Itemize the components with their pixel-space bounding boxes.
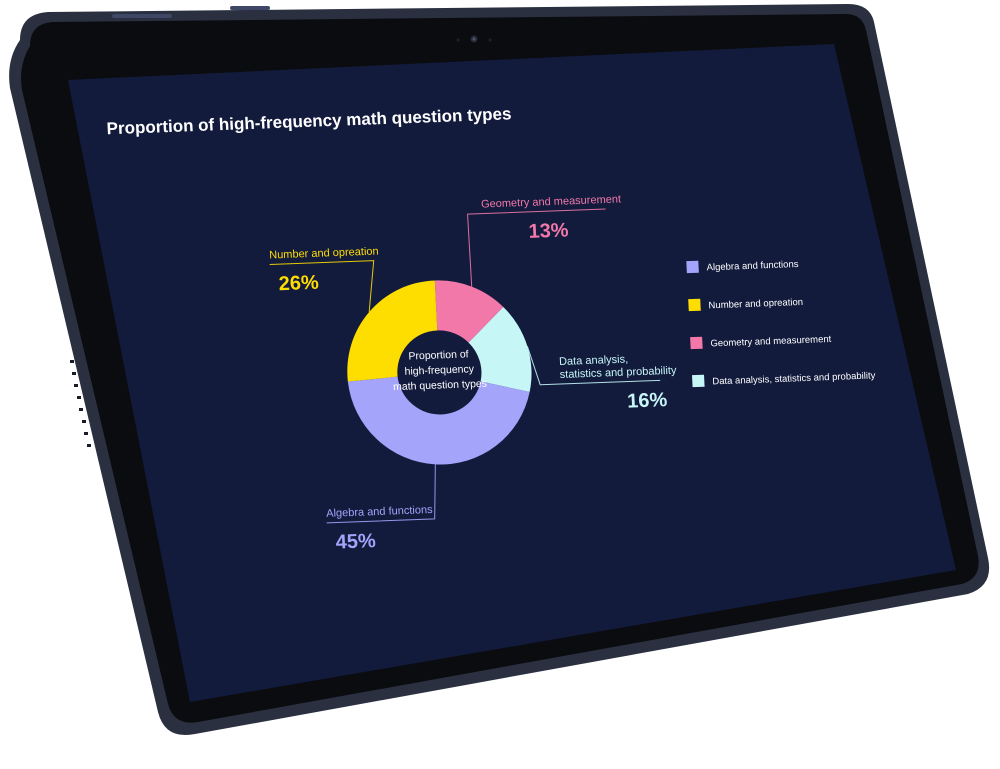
center-label-line: high-frequency bbox=[404, 363, 475, 378]
leader-line bbox=[526, 346, 661, 386]
slice-percent: 45% bbox=[335, 530, 376, 553]
volume-button bbox=[230, 6, 270, 10]
slice-name: Algebra and functions bbox=[326, 504, 433, 520]
camera-icon bbox=[456, 35, 492, 43]
legend-swatch bbox=[688, 298, 701, 312]
slice-label-geometry-and-measurement: Geometry and measurement 13% bbox=[467, 193, 621, 287]
leader-line bbox=[326, 464, 436, 524]
legend-swatch bbox=[690, 336, 703, 350]
slice-percent: 13% bbox=[528, 219, 569, 242]
slice-name: statistics and probability bbox=[559, 365, 677, 381]
legend-item-geometry-and-measurement: Geometry and measurement bbox=[690, 334, 832, 350]
legend-label: Algebra and functions bbox=[706, 259, 799, 273]
slice-percent: 16% bbox=[627, 389, 668, 412]
center-label-line: math question types bbox=[393, 378, 487, 393]
donut-slice-number-and-opreation bbox=[347, 280, 438, 382]
slice-labels: Geometry and measurement 13% Data analysis… bbox=[269, 193, 677, 554]
legend-label: Geometry and measurement bbox=[710, 334, 832, 349]
slice-name: Number and opreation bbox=[269, 245, 379, 261]
slice-name: Data analysis, bbox=[559, 353, 629, 368]
slice-label-algebra-and-functions: Algebra and functions 45% bbox=[326, 464, 436, 554]
slice-label-data-analysis-statistics-and-probability: Data analysis,statistics and probability… bbox=[526, 346, 677, 413]
donut-chart bbox=[347, 280, 532, 465]
center-label-line: Proportion of bbox=[408, 348, 469, 362]
donut-slice-data-analysis-statistics-and-probability bbox=[468, 307, 532, 393]
leader-line bbox=[269, 260, 375, 313]
power-button bbox=[112, 14, 172, 18]
legend-label: Number and opreation bbox=[708, 297, 803, 311]
leader-line bbox=[467, 208, 606, 287]
slice-percent: 26% bbox=[278, 272, 319, 295]
legend-item-algebra-and-functions: Algebra and functions bbox=[686, 259, 799, 274]
slice-label-number-and-opreation: Number and opreation 26% bbox=[269, 245, 379, 313]
speaker-grille bbox=[70, 360, 91, 447]
donut-slice-algebra-and-functions bbox=[347, 376, 530, 465]
legend-item-number-and-opreation: Number and opreation bbox=[688, 297, 803, 312]
donut-slice-geometry-and-measurement bbox=[434, 280, 504, 343]
legend-swatch bbox=[686, 260, 699, 274]
slice-name: Geometry and measurement bbox=[481, 193, 621, 210]
legend-swatch bbox=[692, 374, 705, 388]
